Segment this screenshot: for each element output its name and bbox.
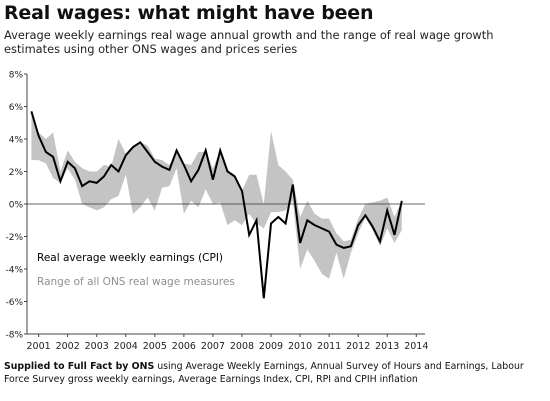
x-tick-label: 2002 [56,341,80,352]
x-tick-label: 2013 [375,341,399,352]
y-tick-label: 6% [9,103,24,113]
y-tick-label: 2% [9,168,24,178]
y-tick-label: 8% [9,71,24,81]
x-tick-label: 2007 [201,341,225,352]
x-tick-label: 2014 [404,341,428,352]
chart-title: Real wages: what might have been [4,2,374,24]
y-tick-label: -2% [5,233,23,243]
chart-subtitle: Average weekly earnings real wage annual… [4,28,494,56]
x-tick-label: 2001 [27,341,51,352]
x-tick-label: 2006 [172,341,196,352]
source-note-bold: Supplied to Full Fact by ONS [4,361,155,372]
y-tick-label: 4% [9,136,24,146]
x-tick-label: 2005 [143,341,167,352]
legend-item-awe-cpi: Real average weekly earnings (CPI) [37,252,223,264]
series-line-layer [30,111,403,299]
range-band-layer [31,113,402,279]
source-note: Supplied to Full Fact by ONS using Avera… [4,360,549,386]
range-band-area [31,113,402,279]
y-tick-label: -8% [5,331,23,341]
series-line-awe-cpi [30,111,403,299]
x-tick-label: 2011 [317,341,341,352]
legend: Real average weekly earnings (CPI) Range … [37,252,235,288]
source-note-text: using Average Weekly Earnings, Annual Su… [4,361,524,385]
x-tick-label: 2010 [288,341,312,352]
y-tick-label: -4% [5,266,23,276]
x-tick-label: 2003 [85,341,109,352]
y-tick-label: -6% [5,298,23,308]
legend-item-range: Range of all ONS real wage measures [37,276,235,288]
y-tick-label: 0% [9,201,24,211]
x-tick-label: 2012 [346,341,370,352]
x-tick-label: 2008 [230,341,254,352]
x-tick-label: 2009 [259,341,283,352]
axes: 8% 6% 4% 2% 0% -2% -4% -6% -8% 2001 2002 2003 2004 20… [5,71,428,353]
x-tick-label: 2004 [114,341,138,352]
